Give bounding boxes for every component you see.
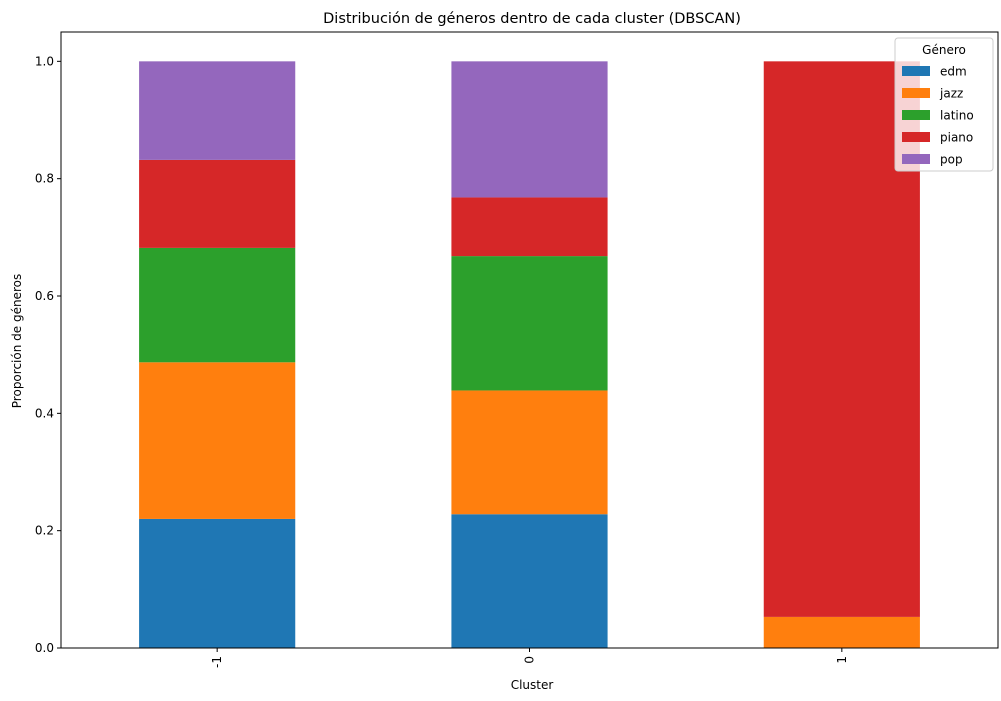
- bars-group: [139, 61, 920, 648]
- bar-piano-cluster-0: [451, 197, 608, 257]
- y-tick-label: 0.2: [35, 524, 54, 538]
- legend-title: Género: [922, 43, 966, 57]
- legend-box: [894, 37, 994, 172]
- legend-swatch-piano: [902, 132, 930, 142]
- legend-label-pop: pop: [940, 153, 963, 167]
- axes-group: 0.0 0.2 0.4 0.6 0.8 1.0 -1 0 1: [35, 31, 999, 668]
- legend-label-edm: edm: [940, 65, 967, 79]
- x-axis-label: Cluster: [511, 678, 554, 692]
- bar-pop-cluster--1: [139, 61, 296, 160]
- bar-latino-cluster--1: [139, 247, 296, 363]
- bar-jazz-cluster--1: [139, 362, 296, 519]
- legend-label-latino: latino: [940, 109, 974, 123]
- bar-piano-cluster-1: [763, 61, 920, 617]
- legend-swatch-latino: [902, 110, 930, 120]
- y-tick-label: 0.8: [35, 172, 54, 186]
- y-tick-label: 1.0: [35, 54, 54, 68]
- bar-piano-cluster--1: [139, 159, 296, 248]
- legend: Género edm jazz latino piano pop: [894, 37, 994, 172]
- x-tick-label: -1: [210, 656, 224, 668]
- bar-edm-cluster-0: [451, 514, 608, 648]
- legend-swatch-jazz: [902, 88, 930, 98]
- y-tick-label: 0.4: [35, 406, 54, 420]
- bar-edm-cluster--1: [139, 518, 296, 648]
- legend-swatch-pop: [902, 154, 930, 164]
- bar-jazz-cluster-1: [763, 616, 920, 648]
- y-axis-label: Proporción de géneros: [10, 274, 24, 408]
- legend-label-jazz: jazz: [939, 87, 963, 101]
- bar-jazz-cluster-0: [451, 390, 608, 515]
- legend-label-piano: piano: [940, 131, 973, 145]
- bar-pop-cluster-0: [451, 61, 608, 198]
- y-tick-label: 0.6: [35, 289, 54, 303]
- legend-swatch-edm: [902, 66, 930, 76]
- y-tick-label: 0.0: [35, 641, 54, 655]
- chart-title: Distribución de géneros dentro de cada c…: [323, 11, 741, 27]
- bar-latino-cluster-0: [451, 256, 608, 391]
- x-tick-label: 1: [835, 656, 849, 664]
- x-tick-label: 0: [523, 656, 537, 664]
